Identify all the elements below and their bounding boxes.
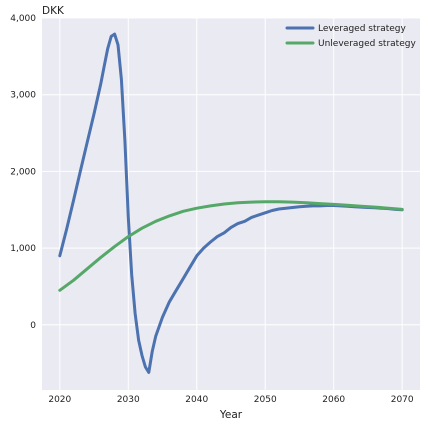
x-tick-label: 2040 <box>185 395 208 405</box>
y-tick-label: 3,000 <box>10 91 36 101</box>
x-axis-ticks: 2020 2030 2040 2050 2060 2070 <box>48 395 414 405</box>
x-axis-label: Year <box>219 409 243 421</box>
y-tick-label: 2,000 <box>10 167 36 177</box>
y-tick-label: 1,000 <box>10 244 36 254</box>
series-line-unleveraged <box>58 200 404 292</box>
legend-label-leveraged: Leveraged strategy <box>318 24 407 34</box>
x-tick-label: 2060 <box>322 395 345 405</box>
x-tick-label: 2050 <box>254 395 277 405</box>
x-tick-label: 2070 <box>391 395 414 405</box>
series-layer <box>58 32 404 374</box>
x-tick-label: 2030 <box>117 395 140 405</box>
legend: Leveraged strategy Unleveraged strategy <box>285 24 416 49</box>
y-axis-label: DKK <box>42 5 65 17</box>
y-tick-label: 4,000 <box>10 14 36 24</box>
y-axis-ticks: 0 1,000 2,000 3,000 4,000 <box>10 14 36 331</box>
legend-label-unleveraged: Unleveraged strategy <box>318 39 416 49</box>
x-tick-label: 2020 <box>48 395 71 405</box>
y-tick-label: 0 <box>30 321 36 331</box>
